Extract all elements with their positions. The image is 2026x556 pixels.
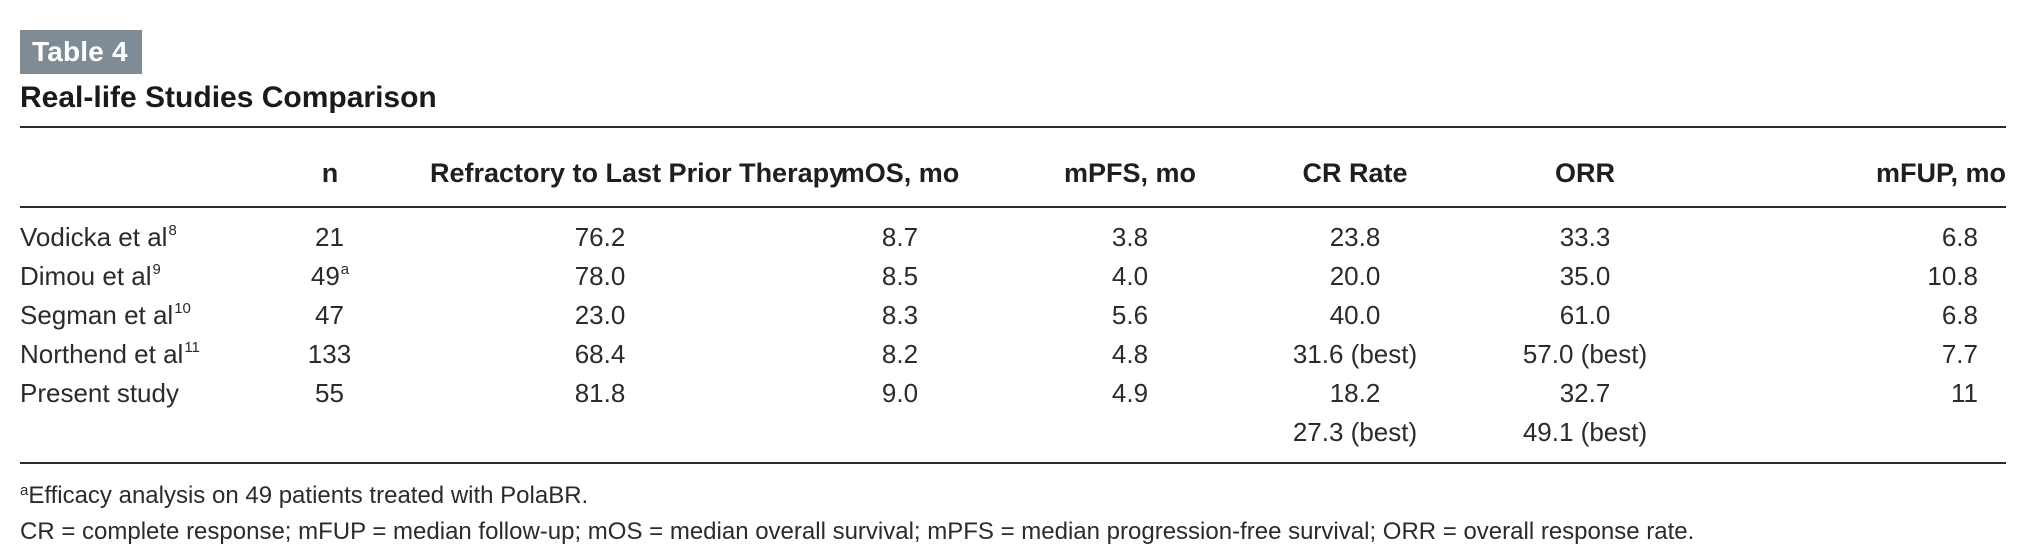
refractory-cell: 68.4 [574, 339, 626, 369]
column-header-mfup: mFUP, mo [1690, 128, 2006, 208]
table-row: Vodicka et al8 21 76.2 8.7 3.8 23.8 33.3… [20, 207, 2006, 257]
cr-cell: 18.2 27.3 (best) [1230, 374, 1480, 458]
refractory-cell: 76.2 [574, 222, 626, 252]
footnote-a-text: Efficacy analysis on 49 patients treated… [28, 482, 589, 509]
orr-cell: 33.3 [1559, 222, 1611, 252]
mos-cell: 8.2 [881, 339, 919, 369]
table-figure: Table 4 Real-life Studies Comparison n R… [20, 30, 2006, 550]
reference-number: 10 [174, 300, 191, 317]
reference-number: 11 [184, 339, 200, 356]
cr-value: 18.2 [1329, 378, 1381, 408]
table-row: Northend et al11 133 68.4 8.2 4.8 31.6 (… [20, 335, 2006, 374]
column-header-n: n [230, 128, 430, 208]
cr-best-value: 27.3 (best) [1292, 417, 1418, 447]
table-row: Dimou et al9 49a 78.0 8.5 4.0 20.0 35.0 … [20, 257, 2006, 296]
mfup-cell: 6.8 [1941, 222, 1978, 252]
table-number-badge: Table 4 [20, 30, 142, 74]
mpfs-cell: 4.9 [1111, 378, 1149, 408]
n-cell: 47 [230, 296, 430, 335]
orr-cell: 32.7 49.1 (best) [1480, 374, 1690, 458]
mos-cell: 8.7 [881, 222, 919, 252]
n-value: 55 [315, 378, 344, 408]
top-rule [20, 126, 2006, 128]
n-value: 49 [310, 261, 340, 291]
mfup-cell: 6.8 [1941, 300, 1978, 330]
study-name: Northend et al [20, 339, 184, 369]
reference-number: 9 [152, 261, 161, 278]
n-value: 47 [315, 300, 344, 330]
n-footnote-marker: a [340, 261, 350, 278]
header-row: n Refractory to Last Prior Therapy mOS, … [20, 128, 2006, 208]
cr-cell: 31.6 (best) [1292, 339, 1418, 369]
reference-number: 8 [168, 222, 177, 239]
refractory-cell: 78.0 [574, 261, 626, 291]
mos-cell: 8.5 [881, 261, 919, 291]
orr-cell: 61.0 [1559, 300, 1611, 330]
cr-cell: 23.8 [1329, 222, 1381, 252]
study-name: Vodicka et al [20, 222, 168, 252]
orr-best-value: 49.1 (best) [1522, 417, 1648, 447]
study-name: Dimou et al [20, 261, 152, 291]
column-header-refractory: Refractory to Last Prior Therapy [430, 128, 844, 208]
footnote-marker: a [20, 482, 29, 499]
n-cell: 133 [230, 335, 430, 374]
study-cell: Dimou et al9 [20, 257, 230, 296]
mfup-cell: 7.7 [1941, 339, 1978, 369]
n-cell: 21 [230, 207, 430, 257]
column-header-cr-rate: CR Rate [1230, 128, 1480, 208]
n-value: 21 [315, 222, 344, 252]
study-cell: Present study [20, 374, 230, 458]
mpfs-cell: 4.0 [1111, 261, 1149, 291]
study-name: Segman et al [20, 300, 174, 330]
mos-cell: 8.3 [881, 300, 919, 330]
study-cell: Segman et al10 [20, 296, 230, 335]
study-cell: Northend et al11 [20, 335, 230, 374]
mos-cell: 9.0 [881, 378, 919, 408]
cr-cell: 40.0 [1329, 300, 1381, 330]
table-title: Real-life Studies Comparison [20, 81, 437, 114]
n-value: 133 [307, 339, 352, 369]
mpfs-cell: 3.8 [1111, 222, 1149, 252]
study-cell: Vodicka et al8 [20, 207, 230, 257]
orr-cell: 35.0 [1559, 261, 1611, 291]
column-header-study [20, 128, 230, 208]
table-row: Present study 55 81.8 9.0 4.9 18.2 27.3 … [20, 374, 2006, 458]
mpfs-cell: 5.6 [1111, 300, 1149, 330]
n-cell: 55 [230, 374, 430, 458]
column-header-mpfs: mPFS, mo [1030, 128, 1230, 208]
n-cell: 49a [230, 257, 430, 296]
refractory-cell: 81.8 [574, 378, 626, 408]
bottom-rule [20, 462, 2006, 464]
orr-cell: 57.0 (best) [1522, 339, 1648, 369]
study-name: Present study [20, 378, 179, 408]
abbreviations-footnote: CR = complete response; mFUP = median fo… [20, 518, 1695, 545]
column-header-orr: ORR [1480, 128, 1690, 208]
mfup-cell: 10.8 [1927, 261, 1978, 291]
footnote-a: aEfficacy analysis on 49 patients treate… [20, 478, 2006, 514]
refractory-cell: 23.0 [574, 300, 626, 330]
comparison-table: n Refractory to Last Prior Therapy mOS, … [20, 128, 2006, 458]
mpfs-cell: 4.8 [1111, 339, 1149, 369]
cr-cell: 20.0 [1329, 261, 1381, 291]
mfup-cell: 11 [1951, 378, 1978, 408]
table-row: Segman et al10 47 23.0 8.3 5.6 40.0 61.0… [20, 296, 2006, 335]
column-header-mos: mOS, mo [770, 128, 1030, 208]
footnotes: aEfficacy analysis on 49 patients treate… [20, 478, 2006, 550]
orr-value: 32.7 [1559, 378, 1611, 408]
